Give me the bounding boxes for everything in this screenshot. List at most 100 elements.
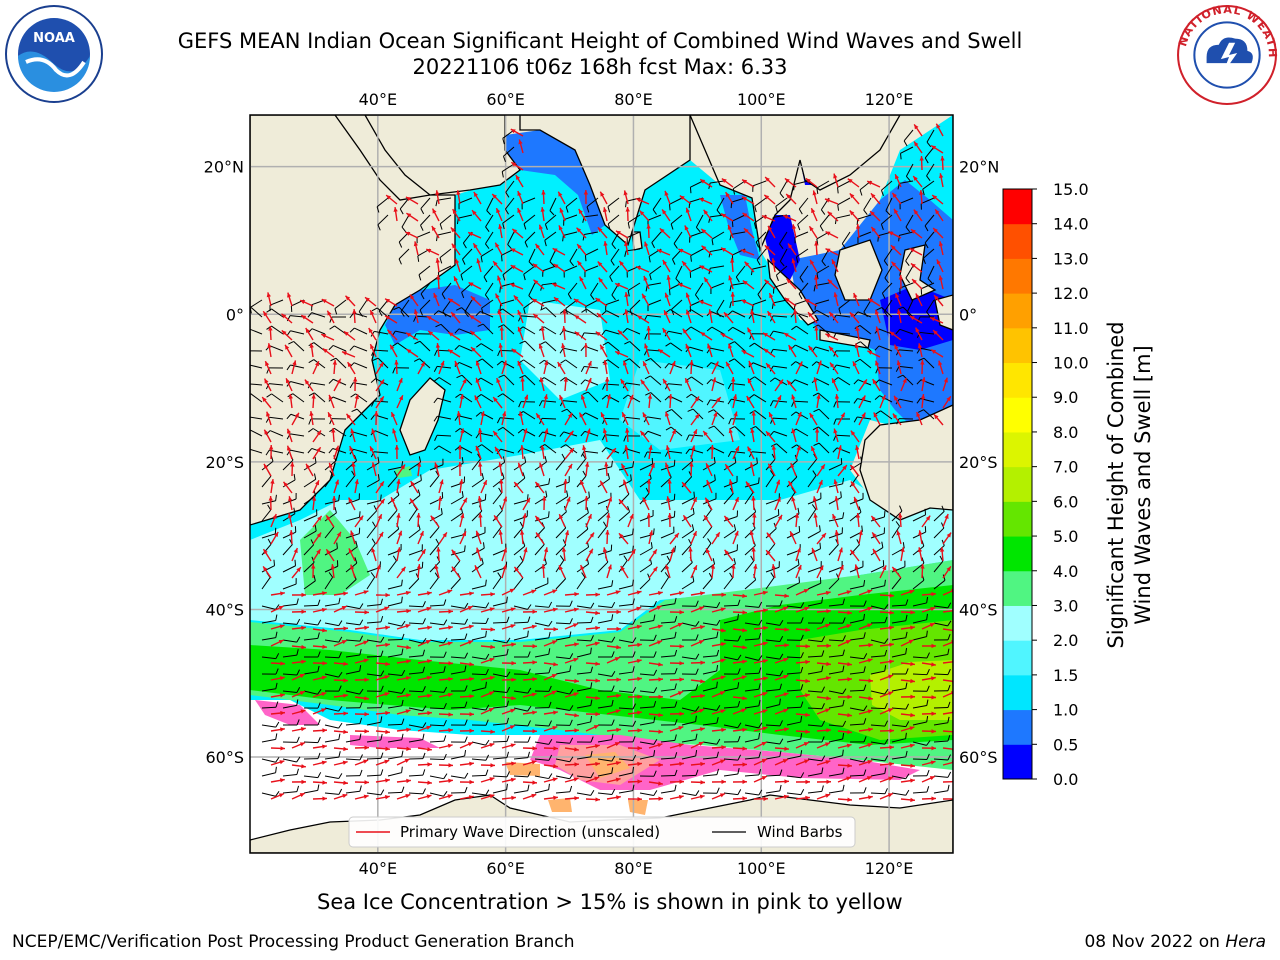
wind-barb [669, 197, 683, 211]
wind-barb [694, 282, 704, 300]
wind-barb [849, 666, 866, 675]
wave-arrow [664, 190, 671, 205]
wind-barb [702, 681, 718, 692]
wind-barb [828, 617, 846, 624]
wind-barb [618, 545, 634, 556]
wind-barb [513, 784, 530, 794]
wave-arrow [564, 447, 575, 460]
wave-arrow [541, 563, 546, 579]
wave-arrow [354, 625, 369, 630]
wind-barb [250, 328, 263, 335]
wind-barb [708, 425, 725, 437]
wind-barb [408, 456, 422, 471]
coastal-blue-region [505, 130, 605, 235]
wind-barb [900, 146, 914, 160]
wave-arrow [311, 496, 317, 511]
wind-barb [786, 617, 804, 624]
wave-arrow [564, 622, 579, 630]
wave-arrow [262, 548, 272, 562]
wave-arrow [396, 590, 411, 596]
wind-barb [492, 472, 505, 488]
lon-tick-label: 60°E [486, 90, 524, 109]
wind-barb [660, 493, 676, 505]
wave-arrow [741, 349, 755, 358]
wind-barb [755, 231, 767, 248]
wind-barb [870, 638, 889, 644]
wind-barb [798, 282, 809, 300]
wave-arrow [348, 548, 356, 562]
wave-arrow [831, 377, 839, 392]
wind-barb [324, 494, 340, 505]
wind-barb [833, 401, 851, 408]
wave-arrow [585, 625, 600, 631]
wave-arrow [913, 209, 923, 222]
wave-arrow [624, 309, 629, 324]
wave-arrow [774, 657, 789, 664]
wave-arrow [766, 532, 776, 545]
wind-barb [933, 505, 945, 522]
wind-barb [765, 670, 784, 677]
wave-arrow [703, 515, 713, 528]
wave-arrow [534, 481, 545, 494]
wave-arrow [599, 480, 608, 494]
wave-arrow [561, 547, 567, 562]
wave-arrow [833, 173, 839, 188]
wind-barb [812, 426, 830, 437]
wave-arrow [920, 563, 925, 579]
wave-arrow [454, 360, 461, 375]
wind-barb [471, 617, 489, 624]
footer-machine: Hera [1225, 932, 1266, 952]
wind-barb [455, 428, 473, 437]
wave-arrow [287, 292, 293, 307]
wave-arrow [690, 530, 698, 545]
footer-date: 08 Nov 2022 on Hera [1084, 932, 1266, 952]
wave-arrow [312, 548, 322, 562]
wind-barb [870, 665, 887, 675]
wave-arrow [705, 462, 713, 477]
wind-barb [521, 197, 536, 210]
wind-barb [786, 666, 804, 675]
wind-barb [905, 214, 914, 233]
wind-barb [702, 602, 721, 609]
wind-barb [471, 473, 484, 488]
wind-barb [647, 299, 662, 312]
wave-arrow [774, 627, 790, 632]
wave-arrow [435, 258, 440, 273]
wind-barb [387, 579, 403, 590]
wave-arrow [573, 314, 587, 324]
wave-arrow [291, 644, 306, 650]
wave-arrow [492, 430, 503, 443]
wave-arrow [492, 260, 503, 273]
wind-barb [559, 329, 578, 336]
wind-barb [811, 309, 830, 318]
lat-tick-label: 40°S [205, 600, 244, 619]
wind-barb [266, 393, 284, 403]
wind-barb [681, 684, 699, 692]
wave-arrow [742, 280, 755, 290]
colorbar-swatch [1003, 709, 1032, 745]
wind-barb [387, 669, 406, 677]
wind-barb [880, 180, 893, 197]
wind-barb [660, 526, 675, 539]
wind-barb [870, 579, 886, 590]
colorbar-tick-label: 10.0 [1053, 354, 1089, 373]
wind-barb [534, 620, 553, 627]
wind-barb [597, 685, 615, 692]
wave-arrow [543, 589, 558, 596]
sumatra-landmass [767, 258, 819, 326]
wave-arrow [288, 496, 293, 511]
wind-barb [828, 767, 845, 777]
wind-barb [580, 379, 599, 386]
wave-arrow [474, 395, 482, 409]
wind-barb [429, 572, 439, 590]
wind-barb [744, 751, 762, 760]
wind-barb [408, 618, 426, 625]
wind-barb [597, 671, 616, 677]
wave-arrow [849, 210, 860, 222]
wave-arrow [870, 192, 881, 205]
wind-barb [623, 358, 641, 369]
wave-arrow [498, 462, 503, 477]
wave-arrow [417, 675, 432, 681]
wave-arrow [931, 194, 944, 205]
wave-arrow [459, 394, 464, 409]
